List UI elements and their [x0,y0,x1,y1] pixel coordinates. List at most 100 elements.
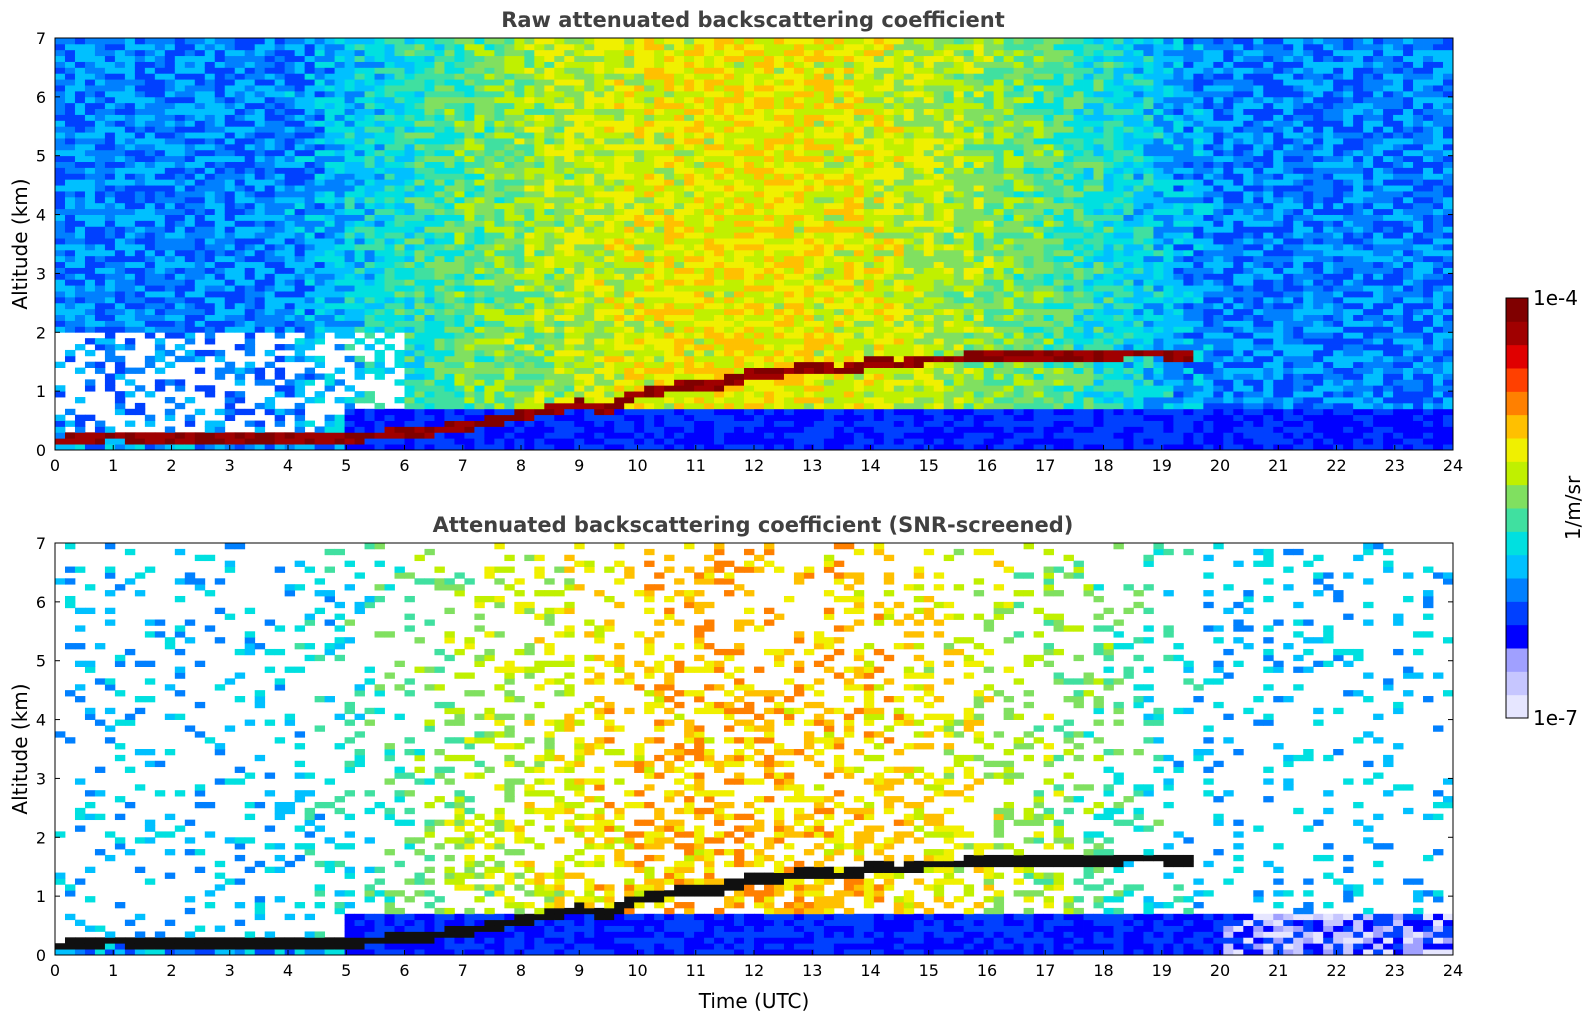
heatmap-cell [115,97,125,103]
heatmap-cell [504,338,514,344]
heatmap-cell [325,150,335,156]
heatmap-cell [85,350,95,356]
heatmap-cell [195,173,205,179]
heatmap-cell [245,309,255,315]
heatmap-cell [634,162,644,168]
heatmap-cell [704,385,714,391]
heatmap-cell [444,250,454,256]
heatmap-cell [175,150,185,156]
heatmap-cell [355,156,365,162]
heatmap-cell [584,91,594,97]
heatmap-cell [215,79,225,85]
heatmap-cell [345,432,355,438]
heatmap-cell [155,297,165,303]
heatmap-cell [105,238,115,244]
heatmap-cell [724,350,734,356]
heatmap-cell [255,156,265,162]
heatmap-cell [205,50,215,56]
heatmap-cell [365,268,375,274]
heatmap-cell [584,344,594,350]
heatmap-cell [325,273,335,279]
heatmap-cell [375,185,385,191]
heatmap-cell [365,126,375,132]
heatmap-cell [514,209,524,215]
heatmap-cell [145,56,155,62]
heatmap-cell [634,332,644,338]
heatmap-cell [474,144,484,150]
heatmap-cell [644,285,654,291]
heatmap-cell [255,273,265,279]
heatmap-cell [275,421,285,427]
heatmap-cell [405,350,415,356]
heatmap-cell [774,150,784,156]
heatmap-cell [644,256,654,262]
heatmap-cell [624,120,634,126]
heatmap-cell [95,344,105,350]
heatmap-cell [95,91,105,97]
heatmap-cell [594,273,604,279]
heatmap-cell [724,391,734,397]
heatmap-cell [145,238,155,244]
heatmap-cell [85,303,95,309]
heatmap-cell [664,344,674,350]
heatmap-cell [175,432,185,438]
heatmap-cell [185,356,195,362]
heatmap-cell [265,309,275,315]
heatmap-cell [325,138,335,144]
heatmap-cell [205,197,215,203]
heatmap-cell [95,79,105,85]
heatmap-cell [794,67,804,73]
heatmap-cell [474,391,484,397]
heatmap-cell [624,262,634,268]
heatmap-cell [714,38,724,44]
heatmap-cell [245,203,255,209]
heatmap-cell [305,150,315,156]
heatmap-cell [484,315,494,321]
heatmap-cell [604,56,614,62]
heatmap-cell [604,273,614,279]
heatmap-cell [724,291,734,297]
heatmap-cell [375,232,385,238]
heatmap-cell [315,67,325,73]
heatmap-cell [355,326,365,332]
heatmap-cell [275,126,285,132]
heatmap-cell [754,315,764,321]
heatmap-cell [474,162,484,168]
heatmap-cell [385,256,395,262]
heatmap-cell [444,115,454,121]
heatmap-cell [175,44,185,50]
heatmap-cell [714,385,724,391]
heatmap-cell [75,232,85,238]
heatmap-cell [195,109,205,115]
heatmap-cell [734,179,744,185]
heatmap-cell [634,262,644,268]
heatmap-cell [414,444,424,450]
heatmap-cell [55,226,65,232]
heatmap-cell [474,191,484,197]
heatmap-cell [534,256,544,262]
heatmap-cell [784,191,794,197]
heatmap-cell [614,379,624,385]
heatmap-cell [355,409,365,415]
heatmap-cell [744,185,754,191]
heatmap-cell [135,409,145,415]
heatmap-cell [125,185,135,191]
heatmap-cell [245,421,255,427]
heatmap-cell [424,238,434,244]
heatmap-cell [325,215,335,221]
heatmap-cell [774,338,784,344]
heatmap-cell [534,238,544,244]
heatmap-cell [654,238,664,244]
heatmap-cell [225,362,235,368]
heatmap-cell [145,391,155,397]
heatmap-cell [285,232,295,238]
heatmap-cell [714,173,724,179]
heatmap-cell [295,179,305,185]
heatmap-cell [95,279,105,285]
heatmap-cell [634,256,644,262]
heatmap-cell [365,426,375,432]
heatmap-cell [275,109,285,115]
heatmap-cell [145,438,155,444]
heatmap-cell [694,62,704,68]
heatmap-cell [85,315,95,321]
